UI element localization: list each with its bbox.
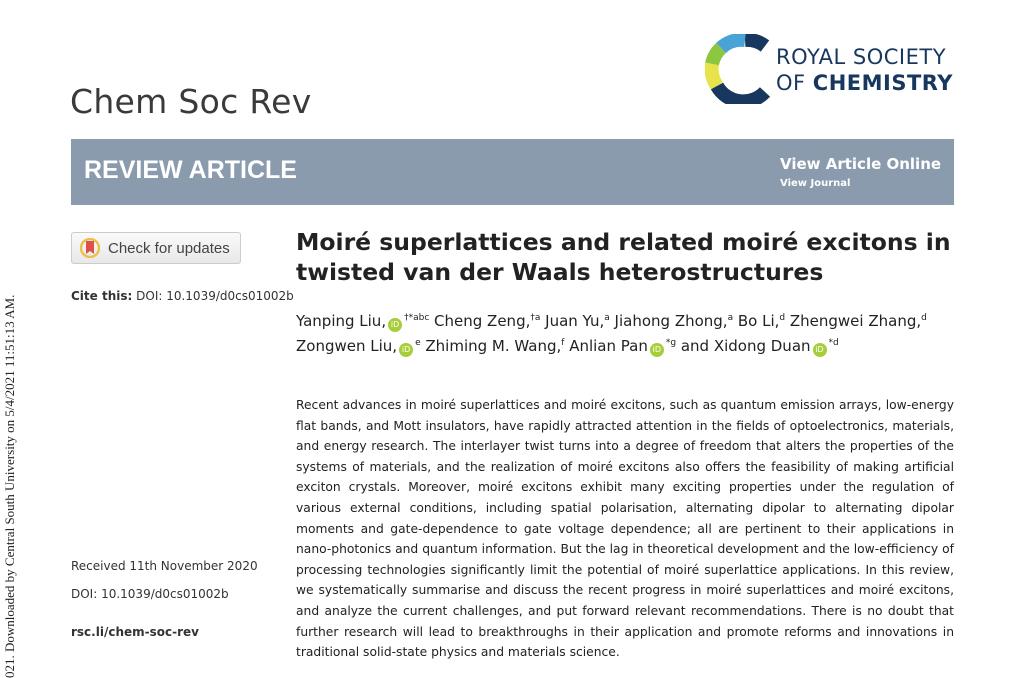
author: Yanping Liu, iD†*abc <box>296 312 430 332</box>
author-name: Bo Li, <box>733 312 780 330</box>
cite-doi: DOI: 10.1039/d0cs01002b <box>132 289 294 303</box>
author: Juan Yu,a <box>540 312 610 330</box>
affiliation-marker: †a <box>530 313 541 323</box>
article-type: REVIEW ARTICLE <box>84 156 297 184</box>
received-date: Received 11th November 2020 <box>71 559 258 573</box>
article-title: Moiré superlattices and related moiré ex… <box>296 228 951 286</box>
rsc-logo-icon <box>705 34 771 104</box>
abstract: Recent advances in moiré superlattices a… <box>296 398 954 660</box>
check-for-updates-button[interactable]: Check for updates <box>71 232 241 264</box>
author-name: Juan Yu, <box>540 312 605 330</box>
affiliation-marker: *g <box>665 337 677 348</box>
author: Zongwen Liu, iDe <box>296 336 421 357</box>
affiliation-marker: †*abc <box>404 313 430 323</box>
author-name: Anlian Pan <box>564 336 648 355</box>
bookmark-icon <box>80 238 100 258</box>
affiliation-marker: e <box>415 337 421 348</box>
affiliation-marker: d <box>921 313 927 323</box>
view-article-online-link[interactable]: View Article Online <box>780 155 942 173</box>
author-name: Cheng Zeng, <box>429 312 531 330</box>
check-updates-label: Check for updates <box>108 239 230 257</box>
author: Jiahong Zhong,a <box>609 312 734 330</box>
orcid-icon[interactable]: iD <box>812 342 827 357</box>
author-name: Zhengwei Zhang, <box>785 312 922 330</box>
doi: DOI: 10.1039/d0cs01002b <box>71 587 229 601</box>
author: and Xidong Duan iD*d <box>676 336 839 357</box>
affiliation-marker: *d <box>828 337 839 348</box>
author-name: Jiahong Zhong, <box>609 312 728 330</box>
affiliation-marker: a <box>604 313 610 323</box>
orcid-icon[interactable]: iD <box>388 318 403 332</box>
author-name: Yanping Liu, <box>296 312 387 330</box>
publisher-bold: CHEMISTRY <box>812 71 954 95</box>
affiliation-marker: d <box>779 313 786 323</box>
affiliation-marker: a <box>727 313 734 323</box>
author: Zhengwei Zhang,d <box>785 312 927 330</box>
orcid-icon[interactable]: iD <box>649 342 664 357</box>
affiliation-marker: f <box>561 337 565 348</box>
article-banner: REVIEW ARTICLE View Article Online View … <box>71 139 954 205</box>
publisher-prefix: OF <box>776 71 813 95</box>
download-note: 021. Downloaded by Central South Univers… <box>2 294 17 678</box>
author: Bo Li,d <box>733 312 785 330</box>
publisher-line1: ROYAL SOCIETY <box>776 45 947 69</box>
journal-link[interactable]: rsc.li/chem-soc-rev <box>71 625 199 639</box>
author-name: Zhiming M. Wang, <box>420 336 562 355</box>
author: Cheng Zeng,†a <box>429 312 540 330</box>
author-name: and Xidong Duan <box>676 336 811 355</box>
publisher-line2: OF CHEMISTRY <box>776 71 953 95</box>
author-name: Zongwen Liu, <box>296 336 398 355</box>
cite-this: Cite this: DOI: 10.1039/d0cs01002b <box>71 289 294 303</box>
journal-name: Chem Soc Rev <box>70 82 312 121</box>
view-journal-link[interactable]: View Journal <box>780 178 851 189</box>
author-list: Yanping Liu, iD†*abc Cheng Zeng,†a Juan Y… <box>296 308 936 357</box>
author: Zhiming M. Wang,f <box>420 336 565 355</box>
author: Anlian Pan iD*g <box>564 336 677 357</box>
cite-label: Cite this: <box>71 289 133 303</box>
orcid-icon[interactable]: iD <box>399 342 414 357</box>
